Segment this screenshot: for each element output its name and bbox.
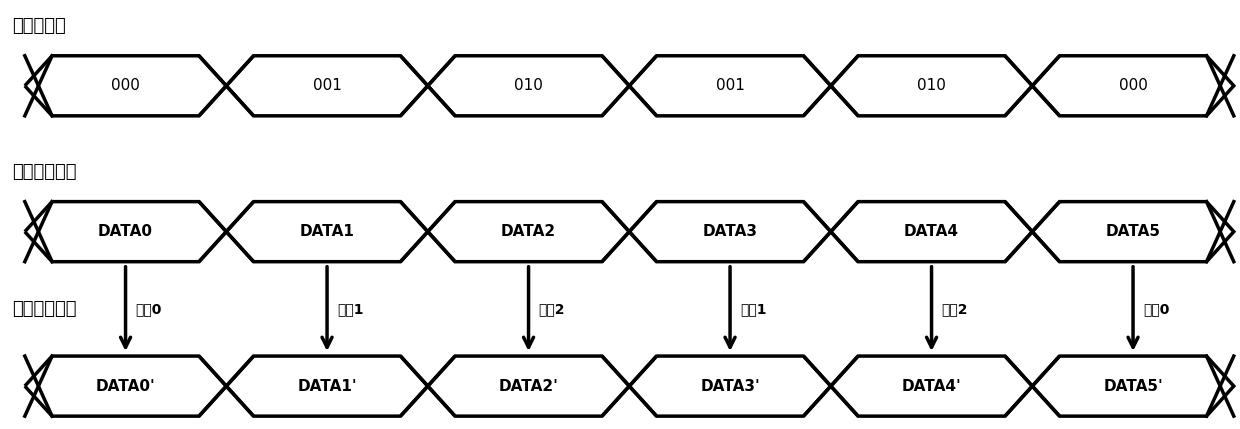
- Text: DATA2': DATA2': [498, 379, 558, 393]
- Text: 算法2: 算法2: [941, 302, 968, 316]
- Text: 010: 010: [515, 79, 543, 93]
- Polygon shape: [831, 56, 1033, 116]
- Polygon shape: [1032, 56, 1234, 116]
- Polygon shape: [629, 56, 831, 116]
- Text: 配置信号：: 配置信号：: [12, 17, 66, 35]
- Text: 001: 001: [312, 79, 341, 93]
- Text: DATA4': DATA4': [901, 379, 961, 393]
- Polygon shape: [629, 202, 831, 262]
- Polygon shape: [25, 202, 226, 262]
- Text: 算法0: 算法0: [1143, 302, 1169, 316]
- Text: 算法1: 算法1: [740, 302, 766, 316]
- Polygon shape: [831, 356, 1033, 416]
- Polygon shape: [227, 202, 428, 262]
- Text: 000: 000: [1118, 79, 1147, 93]
- Polygon shape: [428, 356, 630, 416]
- Polygon shape: [1032, 202, 1234, 262]
- Text: DATA2: DATA2: [501, 224, 556, 239]
- Text: DATA5: DATA5: [1106, 224, 1161, 239]
- Text: DATA0': DATA0': [95, 379, 155, 393]
- Text: DATA3': DATA3': [701, 379, 760, 393]
- Text: DATA3: DATA3: [703, 224, 758, 239]
- Polygon shape: [25, 356, 226, 416]
- Text: DATA1': DATA1': [298, 379, 357, 393]
- Polygon shape: [227, 356, 428, 416]
- Polygon shape: [227, 56, 428, 116]
- Polygon shape: [428, 202, 630, 262]
- Text: 算法2: 算法2: [538, 302, 565, 316]
- Text: 010: 010: [918, 79, 946, 93]
- Text: DATA5': DATA5': [1104, 379, 1163, 393]
- Polygon shape: [428, 56, 630, 116]
- Text: 加密后数据：: 加密后数据：: [12, 300, 77, 318]
- Text: 算法1: 算法1: [337, 302, 363, 316]
- Text: 加密前数据：: 加密前数据：: [12, 163, 77, 181]
- Polygon shape: [25, 56, 226, 116]
- Text: DATA0: DATA0: [98, 224, 153, 239]
- Text: DATA4: DATA4: [904, 224, 959, 239]
- Polygon shape: [629, 356, 831, 416]
- Text: 算法0: 算法0: [135, 302, 162, 316]
- Polygon shape: [1032, 356, 1234, 416]
- Text: DATA1: DATA1: [300, 224, 355, 239]
- Text: 001: 001: [715, 79, 744, 93]
- Polygon shape: [831, 202, 1033, 262]
- Text: 000: 000: [112, 79, 140, 93]
